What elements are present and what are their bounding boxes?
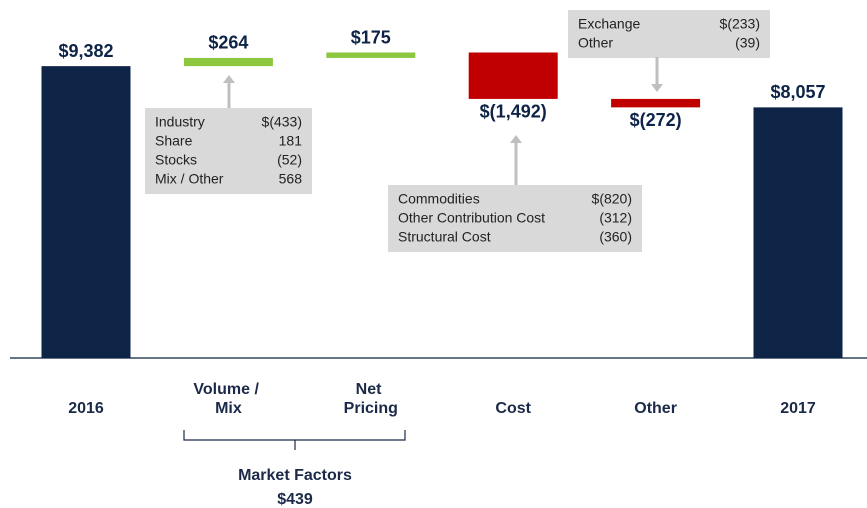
callout-label: Structural Cost [398,229,491,245]
callout-label: Industry [155,114,205,130]
callout-label: Exchange [578,16,640,32]
callout-value: $(433) [262,114,302,130]
value-label: $8,057 [770,82,825,102]
bar [753,107,843,359]
callout-value: (360) [599,229,632,245]
callout-box [388,185,642,252]
value-label: $264 [208,33,248,53]
bar [611,98,701,108]
bar [41,66,131,359]
group-value: $439 [277,491,313,508]
value-label: $(272) [630,110,682,130]
bar [468,52,558,99]
callout-value: 568 [279,171,303,187]
value-label: $(1,492) [480,102,547,122]
callout-label: Share [155,133,193,149]
callout-arrowhead [223,75,235,83]
x-tick-label: Other [634,400,677,417]
x-tick-label: 2017 [780,400,816,417]
callout-label: Mix / Other [155,171,224,187]
callout-value: $(233) [720,16,760,32]
callout-value: $(820) [592,191,632,207]
callout-label: Other [578,35,613,51]
callout-value: (312) [599,210,632,226]
callout-label: Commodities [398,191,480,207]
group-label: Market Factors [238,467,352,484]
callout-box [145,108,312,194]
x-tick-label: Net Pricing [344,381,398,417]
callout-box [568,10,770,58]
x-tick-label: Cost [495,400,531,417]
callout-value: (39) [735,35,760,51]
callout-arrowhead [651,84,663,92]
callout-label: Other Contribution Cost [398,210,545,226]
group-bracket [183,430,406,450]
callout-label: Stocks [155,152,197,168]
bar [183,57,273,67]
bar [326,52,416,58]
value-label: $175 [351,27,391,47]
callout-value: (52) [277,152,302,168]
value-label: $9,382 [58,41,113,61]
callout-value: 181 [279,133,303,149]
x-tick-label: Volume / Mix [193,381,263,417]
x-tick-label: 2016 [68,400,104,417]
callout-arrowhead [510,135,522,143]
